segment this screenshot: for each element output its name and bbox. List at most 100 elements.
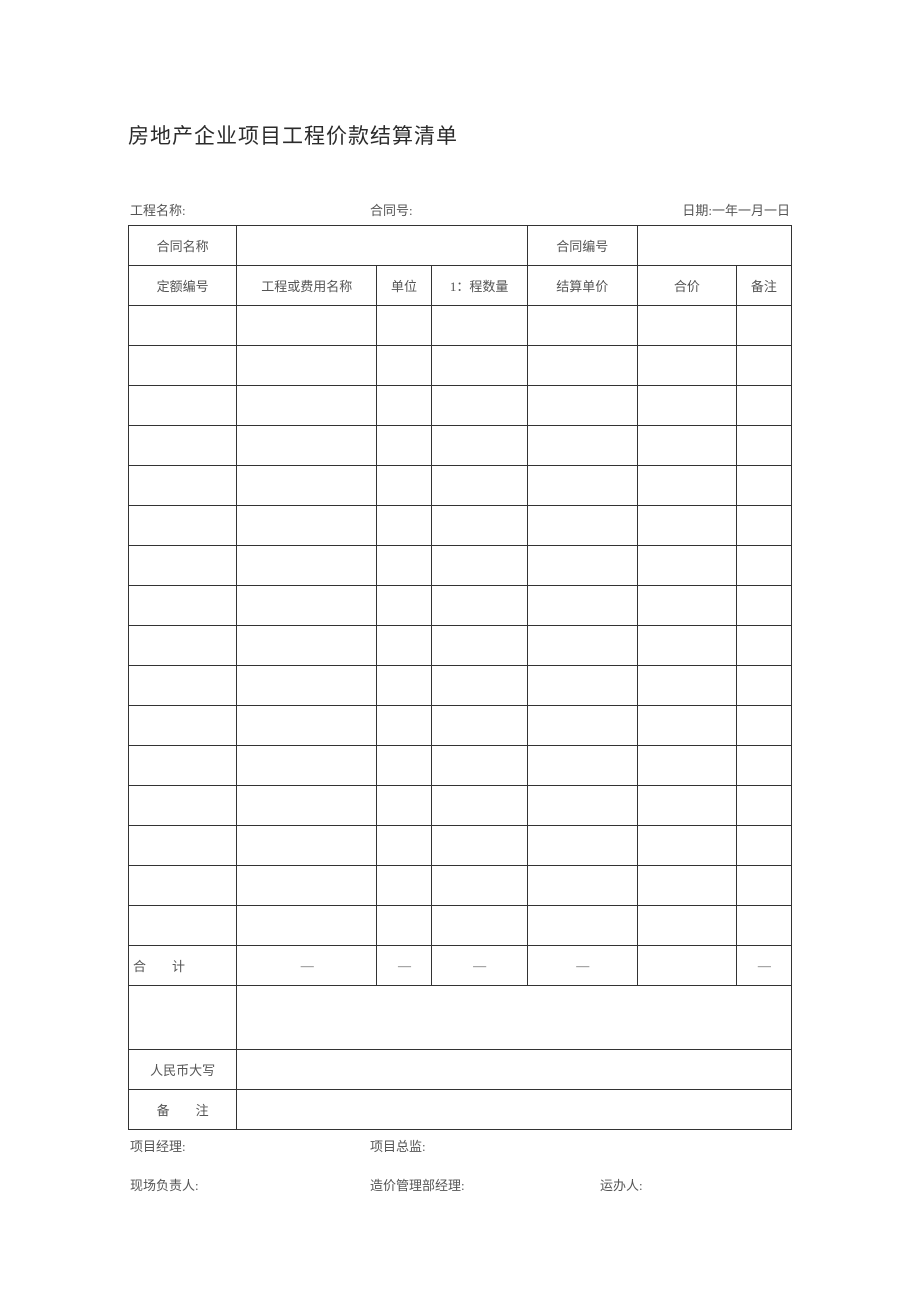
table-cell	[736, 746, 791, 786]
rmb-value	[237, 1050, 792, 1090]
table-cell	[377, 546, 432, 586]
table-cell	[129, 626, 237, 666]
table-cell	[638, 746, 737, 786]
table-cell	[129, 666, 237, 706]
table-cell	[129, 306, 237, 346]
table-cell	[377, 746, 432, 786]
table-row	[129, 706, 792, 746]
table-cell	[377, 386, 432, 426]
table-row	[129, 906, 792, 946]
table-cell	[736, 306, 791, 346]
table-row	[129, 546, 792, 586]
table-cell	[431, 626, 527, 666]
director-label: 项目总监:	[370, 1136, 600, 1155]
table-cell	[527, 866, 637, 906]
table-cell	[237, 506, 377, 546]
table-cell	[527, 546, 637, 586]
table-cell	[638, 826, 737, 866]
pm-label: 项目经理:	[130, 1136, 370, 1155]
table-row	[129, 826, 792, 866]
table-cell	[129, 586, 237, 626]
table-cell	[736, 826, 791, 866]
table-cell	[431, 506, 527, 546]
table-cell	[129, 466, 237, 506]
footer-row-2: 现场负责人: 造价管理部经理: 运办人:	[128, 1169, 792, 1194]
table-cell	[377, 826, 432, 866]
table-cell	[237, 626, 377, 666]
table-cell	[527, 426, 637, 466]
footer-1-spacer	[600, 1136, 790, 1155]
remark-row: 备 注	[129, 1090, 792, 1130]
table-cell	[377, 306, 432, 346]
table-cell	[527, 626, 637, 666]
contract-info-row: 合同名称 合同编号	[129, 226, 792, 266]
table-cell	[638, 386, 737, 426]
table-cell	[527, 746, 637, 786]
project-name-label: 工程名称:	[130, 200, 370, 219]
table-row	[129, 786, 792, 826]
table-cell	[129, 826, 237, 866]
table-row	[129, 746, 792, 786]
table-row	[129, 386, 792, 426]
cost-mgr-label: 造价管理部经理:	[370, 1175, 600, 1194]
table-cell	[129, 346, 237, 386]
table-cell	[736, 906, 791, 946]
table-cell	[527, 346, 637, 386]
table-cell	[237, 426, 377, 466]
table-cell	[638, 346, 737, 386]
table-cell	[638, 506, 737, 546]
table-cell	[736, 346, 791, 386]
footer-row-1: 项目经理: 项目总监:	[128, 1130, 792, 1155]
table-cell	[431, 346, 527, 386]
blank-wide-left	[129, 986, 237, 1050]
table-cell	[237, 386, 377, 426]
table-cell	[129, 506, 237, 546]
table-cell	[237, 706, 377, 746]
table-cell	[431, 826, 527, 866]
total-c2: —	[237, 946, 377, 986]
table-cell	[638, 546, 737, 586]
table-cell	[237, 586, 377, 626]
total-c3: —	[377, 946, 432, 986]
data-rows-body	[129, 306, 792, 946]
table-cell	[237, 346, 377, 386]
remark-label: 备 注	[129, 1090, 237, 1130]
handler-label: 运办人:	[600, 1175, 790, 1194]
blank-wide-right	[237, 986, 792, 1050]
table-row	[129, 346, 792, 386]
table-cell	[377, 506, 432, 546]
table-cell	[527, 706, 637, 746]
remark-value	[237, 1090, 792, 1130]
table-cell	[638, 786, 737, 826]
table-cell	[377, 866, 432, 906]
table-row	[129, 506, 792, 546]
contract-no-label-cell: 合同编号	[527, 226, 637, 266]
table-cell	[377, 426, 432, 466]
table-cell	[431, 746, 527, 786]
table-cell	[237, 786, 377, 826]
contract-name-value	[237, 226, 527, 266]
col-header-2: 工程或费用名称	[237, 266, 377, 306]
table-cell	[527, 586, 637, 626]
table-cell	[377, 666, 432, 706]
document-title: 房地产企业项目工程价款结算清单	[128, 120, 792, 150]
total-c4: —	[431, 946, 527, 986]
table-cell	[527, 386, 637, 426]
table-cell	[736, 386, 791, 426]
table-cell	[638, 426, 737, 466]
table-cell	[431, 466, 527, 506]
table-cell	[736, 706, 791, 746]
table-cell	[377, 906, 432, 946]
table-cell	[431, 426, 527, 466]
table-cell	[431, 546, 527, 586]
table-cell	[237, 866, 377, 906]
table-cell	[431, 866, 527, 906]
table-cell	[431, 386, 527, 426]
col-header-7: 备注	[736, 266, 791, 306]
col-header-3: 单位	[377, 266, 432, 306]
table-cell	[237, 466, 377, 506]
rmb-label: 人民币大写	[129, 1050, 237, 1090]
table-cell	[237, 666, 377, 706]
total-c6	[638, 946, 737, 986]
table-cell	[129, 706, 237, 746]
